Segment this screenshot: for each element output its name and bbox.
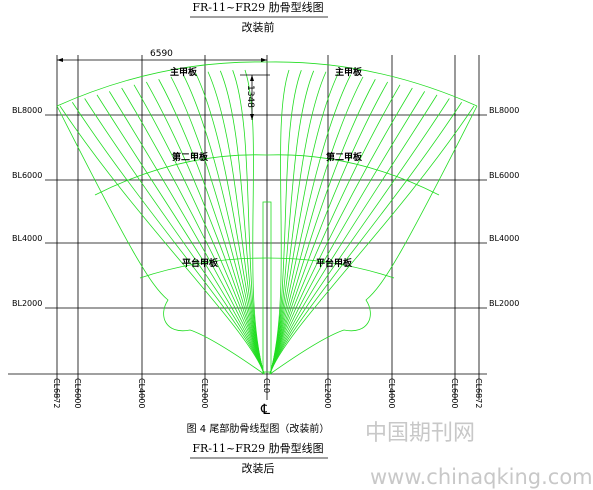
deck-label: 第二甲板 <box>172 151 209 163</box>
deck-label: 主甲板 <box>170 66 198 78</box>
bl-label: BL6000 <box>12 171 42 180</box>
cl-label: CL6872 <box>52 378 61 408</box>
cl-label: CL2000 <box>200 378 209 408</box>
bl-label: BL4000 <box>489 234 519 243</box>
header-title: FR-11~FR29 肋骨型线图 <box>192 0 323 14</box>
frame-line <box>269 84 401 375</box>
cl-label: CL6000 <box>450 378 459 408</box>
deck-line <box>266 257 395 279</box>
deck-line <box>266 154 440 196</box>
frame-line <box>269 94 438 375</box>
frame-line <box>269 74 352 375</box>
frame-line <box>269 102 463 375</box>
dimension-label: 6590 <box>150 49 173 59</box>
bl-label: BL8000 <box>489 106 519 115</box>
cl-label: CL6872 <box>474 378 483 408</box>
frame-line <box>96 94 265 375</box>
frame-line <box>269 87 413 375</box>
bl-label: BL2000 <box>12 299 42 308</box>
caption: 图 4 尾部肋骨线型图（改装前） <box>187 422 330 435</box>
frame-line <box>269 69 290 375</box>
frame-line <box>219 70 265 375</box>
frame-line <box>269 76 364 375</box>
body-plan: CL6872 CL6000 CL4000 CL2000 CL0 CL2000 CL4000 C… <box>8 49 519 418</box>
deck-label: 第二甲板 <box>326 151 363 163</box>
frame-line <box>71 102 265 375</box>
frame-line <box>269 105 475 375</box>
footer-subtitle: 改装后 <box>242 461 275 475</box>
frame-line <box>170 76 265 375</box>
frame-line <box>59 105 265 375</box>
hull-outline <box>269 105 478 375</box>
deck-line <box>94 154 268 196</box>
deck-line <box>56 61 268 107</box>
cl-label: CL6000 <box>73 378 82 408</box>
frame-line <box>269 98 450 375</box>
dimension-label: 1348 <box>245 85 255 108</box>
keel-box <box>262 201 272 373</box>
frame-line <box>269 81 389 375</box>
bl-label: BL4000 <box>12 234 42 243</box>
deck-line <box>139 257 268 279</box>
header-subtitle: 改装前 <box>242 20 275 34</box>
watermark-url: www.chinaqking.com <box>370 465 593 489</box>
watermark-cn: 中国期刊网 <box>365 421 475 446</box>
hull-outline <box>56 105 265 375</box>
frame-line <box>158 79 265 375</box>
frame-line <box>84 98 265 375</box>
deck-label: 主甲板 <box>335 66 363 78</box>
footer-title: FR-11~FR29 肋骨型线图 <box>192 441 323 455</box>
frame-line <box>145 81 265 375</box>
cl-label: CL4000 <box>137 378 146 408</box>
frame-line <box>244 69 265 375</box>
frame-line <box>269 91 426 375</box>
frame-line <box>269 70 315 375</box>
centerline-symbol: ℄ <box>260 402 270 418</box>
cl-label: CL2000 <box>323 378 332 408</box>
deck-line <box>266 61 478 107</box>
deck-label: 平台甲板 <box>316 257 353 269</box>
bl-label: BL8000 <box>12 106 42 115</box>
frame-line <box>108 91 265 375</box>
deck-label: 平台甲板 <box>182 257 219 269</box>
frame-line <box>121 87 265 375</box>
frame-line <box>269 79 376 375</box>
cl-label: CL4000 <box>387 378 396 408</box>
frame-line <box>133 84 265 375</box>
frame-line <box>182 74 265 375</box>
cl-label: CL0 <box>262 378 271 393</box>
bl-label: BL6000 <box>489 171 519 180</box>
bl-label: BL2000 <box>489 299 519 308</box>
